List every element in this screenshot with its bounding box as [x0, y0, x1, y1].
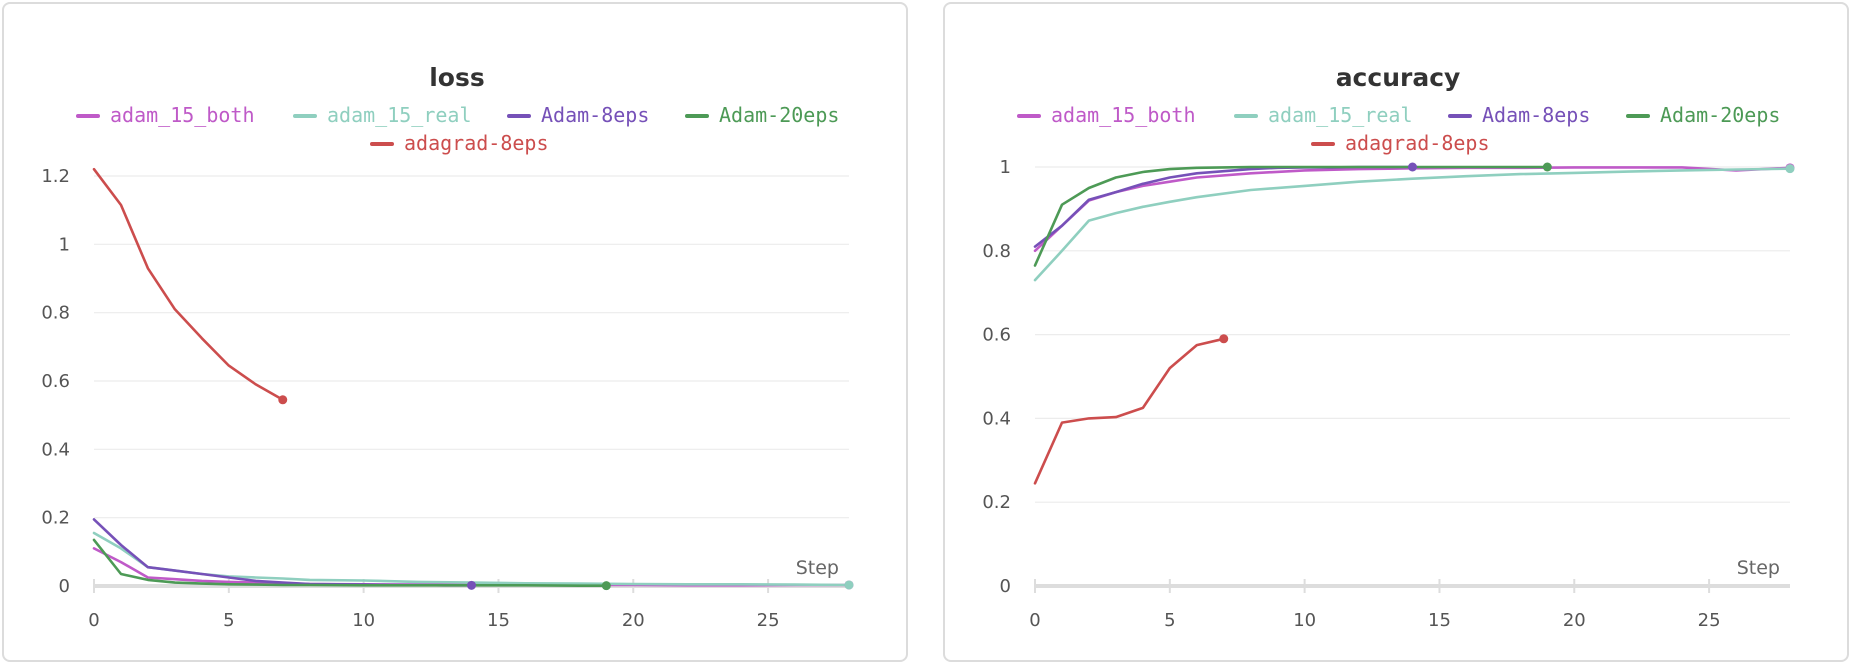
y-tick-label: 0.8: [41, 303, 70, 324]
legend-item-adam-15-real[interactable]: adam_15_real: [1234, 103, 1413, 127]
x-tick-label: 5: [223, 610, 234, 631]
y-tick-label: 0.2: [982, 492, 1011, 513]
legend-item-adam-20eps[interactable]: Adam-20eps: [685, 103, 839, 127]
series-end-point-adam-20eps[interactable]: [601, 581, 611, 591]
accuracy-chart-panel: accuracy adam_15_both adam_15_real Adam-8ep…: [943, 2, 1849, 662]
x-tick-label: 10: [1293, 610, 1316, 631]
y-tick-label: 0.6: [41, 371, 70, 392]
legend-item-adam-8eps[interactable]: Adam-8eps: [1448, 103, 1590, 127]
series-line-adam-20eps[interactable]: [1033, 165, 1549, 267]
y-tick-label: 1.2: [41, 166, 70, 187]
y-tick-label: 0: [59, 576, 70, 597]
x-tick-label: 10: [352, 610, 375, 631]
legend-item-adagrad-8eps[interactable]: adagrad-8eps: [1311, 131, 1490, 155]
series-line-adam-8eps[interactable]: [92, 518, 473, 587]
chart-title: accuracy: [1336, 63, 1461, 92]
loss-chart: loss adam_15_both adam_15_real Adam-8eps Ada…: [41, 63, 854, 631]
series-line-adam-20eps[interactable]: [92, 538, 608, 588]
legend-label: Adam-20eps: [719, 103, 839, 127]
series-line-adam-15-real[interactable]: [92, 531, 851, 587]
accuracy-chart: accuracy adam_15_both adam_15_real Adam-8ep…: [982, 63, 1795, 631]
y-tick-label: 0.4: [982, 408, 1011, 429]
y-tick-label: 1: [1000, 157, 1011, 178]
series-end-point-adam-8eps[interactable]: [1408, 162, 1417, 172]
loss-chart-panel: loss adam_15_both adam_15_real Adam-8eps Ada…: [2, 2, 908, 662]
series-end-point-adam-15-real[interactable]: [1785, 164, 1795, 174]
legend-label: Adam-20eps: [1660, 103, 1780, 127]
series-line-adam-8eps[interactable]: [1033, 165, 1414, 248]
legend-label: adam_15_both: [1051, 103, 1196, 127]
legend-item-adam-15-both[interactable]: adam_15_both: [76, 103, 255, 127]
series-line-adagrad-8eps[interactable]: [92, 167, 285, 402]
legend-item-adam-15-real[interactable]: adam_15_real: [293, 103, 472, 127]
legend-item-adam-20eps[interactable]: Adam-20eps: [1626, 103, 1780, 127]
legend-label: adagrad-8eps: [404, 131, 549, 155]
series-end-point-adagrad-8eps[interactable]: [278, 395, 288, 405]
series-end-point-adagrad-8eps[interactable]: [1219, 334, 1229, 344]
x-tick-label: 0: [88, 610, 99, 631]
legend-label: adagrad-8eps: [1345, 131, 1490, 155]
series-end-point-adam-20eps[interactable]: [1542, 162, 1552, 172]
legend-label: Adam-8eps: [541, 103, 649, 127]
legend-label: adam_15_both: [110, 103, 255, 127]
x-tick-label: 25: [1698, 610, 1721, 631]
x-tick-label: 15: [1428, 610, 1451, 631]
x-axis-label: Step: [796, 557, 839, 579]
series-line-adam-15-real[interactable]: [1033, 167, 1792, 282]
legend-item-adagrad-8eps[interactable]: adagrad-8eps: [370, 131, 549, 155]
x-tick-label: 20: [1563, 610, 1586, 631]
legend-label: Adam-8eps: [1482, 103, 1590, 127]
series-line-adagrad-8eps[interactable]: [1033, 337, 1226, 485]
chart-title: loss: [429, 63, 485, 92]
y-tick-label: 0.2: [41, 508, 70, 529]
y-tick-label: 0: [1000, 576, 1011, 597]
y-tick-label: 0.8: [982, 241, 1011, 262]
x-tick-label: 5: [1164, 610, 1175, 631]
series-end-point-adam-15-real[interactable]: [844, 580, 854, 590]
x-tick-label: 15: [487, 610, 510, 631]
legend-item-adam-15-both[interactable]: adam_15_both: [1017, 103, 1196, 127]
x-tick-label: 0: [1029, 610, 1040, 631]
y-tick-label: 1: [59, 234, 70, 255]
legend-label: adam_15_real: [327, 103, 472, 127]
y-tick-label: 0.6: [982, 325, 1011, 346]
x-tick-label: 25: [757, 610, 780, 631]
series-end-point-adam-8eps[interactable]: [467, 580, 476, 590]
legend-item-adam-8eps[interactable]: Adam-8eps: [507, 103, 649, 127]
series-line-adam-15-both[interactable]: [92, 547, 851, 587]
x-tick-label: 20: [622, 610, 645, 631]
y-tick-label: 0.4: [41, 439, 70, 460]
x-axis-label: Step: [1737, 557, 1780, 579]
legend-label: adam_15_real: [1268, 103, 1413, 127]
